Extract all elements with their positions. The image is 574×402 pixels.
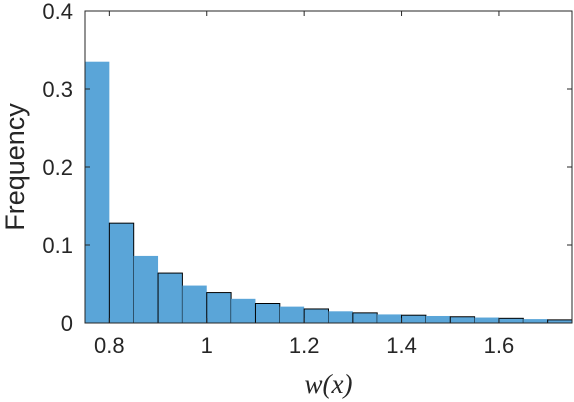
histogram-bar xyxy=(133,255,159,323)
x-axis-title: w(x) xyxy=(305,369,353,399)
histogram-bar xyxy=(85,61,110,323)
x-ticks-group: 0.8 1 1.2 1.4 1.6 xyxy=(94,11,514,358)
histogram-bar xyxy=(474,317,499,323)
histogram-bar xyxy=(157,272,183,324)
x-tick-label: 0.8 xyxy=(94,333,125,358)
y-tick-label: 0.4 xyxy=(42,0,73,24)
y-tick-label: 0.3 xyxy=(42,77,73,102)
y-axis-title: Frequency xyxy=(0,103,30,231)
histogram-bar xyxy=(401,314,427,324)
histogram-bar xyxy=(523,319,548,323)
histogram-bar xyxy=(108,222,135,324)
histogram-bar xyxy=(206,292,232,324)
histogram-bar xyxy=(449,316,476,324)
y-ticks-group: 0 0.1 0.2 0.3 0.4 xyxy=(42,0,572,336)
histogram-bar xyxy=(425,315,451,323)
histogram-bar xyxy=(182,285,207,323)
histogram-bar xyxy=(498,317,524,324)
histogram-bar xyxy=(303,308,329,324)
y-tick-label: 0.2 xyxy=(42,155,73,180)
histogram-bar xyxy=(279,306,305,323)
y-tick-label: 0 xyxy=(61,311,73,336)
x-tick-label: 1.6 xyxy=(484,333,515,358)
histogram-bar xyxy=(231,298,256,323)
y-tick-label: 0.1 xyxy=(42,233,73,258)
bars-group xyxy=(85,61,573,324)
histogram-bar xyxy=(254,303,281,324)
histogram-bar xyxy=(328,311,353,323)
x-tick-label: 1.2 xyxy=(289,333,320,358)
histogram-bar xyxy=(377,314,402,323)
x-tick-label: 1 xyxy=(201,333,213,358)
x-tick-label: 1.4 xyxy=(386,333,417,358)
histogram-bar xyxy=(352,312,378,324)
